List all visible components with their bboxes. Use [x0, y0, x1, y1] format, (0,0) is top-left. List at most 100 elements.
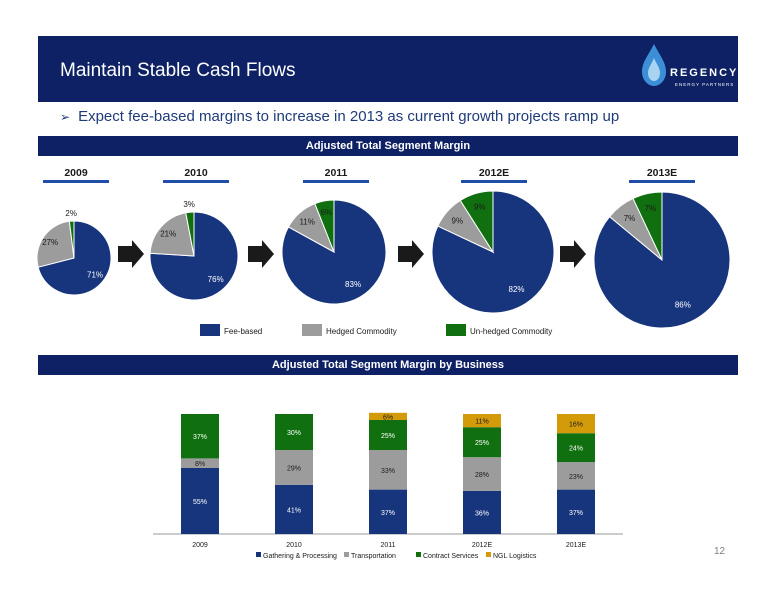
arrow-bullet-icon: ➢ — [60, 110, 71, 124]
right-arrow-icon — [248, 240, 274, 268]
pie-legend-swatch — [446, 324, 466, 336]
pie-legend-label: Un-hedged Commodity — [470, 327, 552, 336]
year-underline — [303, 180, 369, 183]
bar-value-label: 6% — [383, 414, 393, 421]
bar-segment — [181, 458, 219, 468]
pie-slice — [632, 191, 663, 261]
stacked-bar-chart: 55% 8% 37% 2009 41% 29% 30% 2010 37% 33% 25% 6% 2011… — [153, 412, 623, 560]
year-underline — [461, 180, 527, 183]
right-arrow-icon — [398, 240, 424, 268]
bar-segment — [369, 420, 407, 450]
x-tick-label: 2013E — [566, 542, 587, 549]
bar-value-label: 25% — [381, 433, 395, 440]
bar-segment — [275, 414, 313, 450]
bar-segment — [275, 450, 313, 485]
pie-slice — [314, 199, 335, 253]
bar-segment — [463, 427, 501, 458]
bar-value-label: 25% — [475, 440, 489, 447]
year-underline — [629, 180, 695, 183]
bar-segment — [181, 414, 219, 459]
year-underline — [43, 180, 109, 183]
pie-chart-row: 2009 71% 27% 2% 2010 76% 21% 3% 2011 83% 11% 6% 2012… — [36, 167, 731, 336]
key-point-text: Expect fee-based margins to increase in … — [78, 108, 620, 125]
bar-value-label: 8% — [195, 461, 205, 468]
title-banner: Maintain Stable Cash Flows REGENCY ENERG… — [38, 36, 738, 102]
pie-slice-label: 71% — [87, 270, 103, 279]
bar-value-label: 11% — [475, 419, 489, 426]
pie-slice-label: 83% — [345, 280, 361, 289]
pie-slice-label: 6% — [321, 208, 333, 217]
pie-slice-label: 9% — [452, 217, 464, 226]
year-underline — [163, 180, 229, 183]
pie-year-label: 2011 — [325, 167, 348, 179]
page-number: 12 — [714, 546, 726, 557]
right-arrow-icon — [560, 240, 586, 268]
bar-segment — [369, 450, 407, 490]
pie-year-label: 2013E — [647, 167, 677, 179]
bar-legend-swatch — [486, 552, 491, 557]
x-tick-label: 2011 — [380, 542, 395, 549]
pie-slice-label: 7% — [645, 204, 657, 213]
bar-value-label: 55% — [193, 499, 207, 506]
page-title: Maintain Stable Cash Flows — [60, 60, 296, 81]
bar-segment — [181, 468, 219, 534]
bar-legend-swatch — [256, 552, 261, 557]
pie-slice — [149, 212, 195, 257]
pie-slice-label: 2% — [65, 209, 77, 218]
x-tick-label: 2010 — [286, 542, 302, 549]
pie-slice-label: 86% — [675, 300, 691, 309]
bar-segment — [557, 489, 595, 534]
bar-segment — [275, 484, 313, 534]
bar-legend-label: NGL Logistics — [493, 553, 537, 560]
bar-value-label: 41% — [287, 507, 301, 514]
bar-legend-label: Gathering & Processing — [263, 553, 337, 560]
logo-wordmark: REGENCY — [670, 67, 736, 79]
pie-slice — [593, 191, 731, 329]
pie-legend-swatch — [200, 324, 220, 336]
pie-slice — [185, 211, 195, 257]
company-logo: REGENCY ENERGY PARTNERS — [642, 44, 736, 87]
pie-slice-label: 11% — [299, 218, 314, 227]
pie-slice — [37, 220, 112, 296]
pie-year-label: 2012E — [479, 167, 509, 179]
pie-slice-label: 21% — [160, 229, 176, 238]
pie-legend-label: Hedged Commodity — [326, 327, 397, 336]
bar-value-label: 37% — [193, 434, 207, 441]
bar-segment — [463, 490, 501, 534]
pie-slice-label: 7% — [624, 214, 636, 223]
section-1-title: Adjusted Total Segment Margin — [38, 136, 738, 156]
pie-slice-label: 76% — [208, 275, 224, 284]
logo-tagline: ENERGY PARTNERS — [675, 82, 734, 87]
pie-slice-label: 27% — [42, 238, 58, 247]
bar-segment — [463, 414, 501, 428]
right-arrow-icon — [118, 240, 144, 268]
bar-segment — [557, 414, 595, 434]
pie-legend-label: Fee-based — [224, 327, 262, 336]
bar-value-label: 23% — [569, 474, 583, 481]
bar-value-label: 30% — [287, 430, 301, 437]
pie-year-label: 2009 — [64, 167, 88, 179]
pie-slice — [459, 190, 494, 254]
bar-segment — [369, 412, 407, 420]
bar-segment — [557, 433, 595, 462]
x-tick-label: 2009 — [192, 542, 208, 549]
bar-segment — [557, 462, 595, 490]
bar-legend-swatch — [344, 552, 349, 557]
pie-year-label: 2010 — [184, 167, 208, 179]
pie-slice — [36, 220, 75, 268]
bar-segment — [463, 457, 501, 491]
bar-value-label: 37% — [569, 510, 583, 517]
pie-slice-label: 3% — [183, 200, 195, 209]
pie-slice-label: 82% — [509, 285, 525, 294]
bar-value-label: 33% — [381, 468, 395, 475]
bar-value-label: 16% — [569, 422, 583, 429]
bar-legend-swatch — [416, 552, 421, 557]
section-2-title: Adjusted Total Segment Margin by Busines… — [38, 355, 738, 375]
pie-slice — [68, 220, 75, 259]
key-point-bullet: ➢ Expect fee-based margins to increase in… — [60, 108, 619, 125]
bar-value-label: 28% — [475, 472, 489, 479]
flame-inner-icon — [648, 58, 660, 81]
x-tick-label: 2012E — [472, 542, 493, 549]
bar-value-label: 37% — [381, 510, 395, 517]
pie-slice-label: 9% — [474, 202, 486, 211]
